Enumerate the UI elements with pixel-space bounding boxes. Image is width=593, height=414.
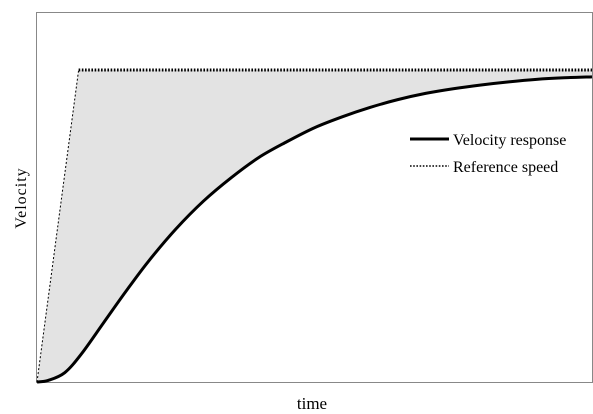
series-line-velocity-response bbox=[36, 75, 593, 384]
y-axis-label: Velocity bbox=[13, 167, 30, 228]
legend: Velocity response Reference speed bbox=[410, 132, 566, 176]
legend-label-reference-speed: Reference speed bbox=[453, 159, 558, 176]
x-axis-label: time bbox=[297, 394, 327, 413]
response-gap-fill bbox=[37, 70, 592, 382]
legend-label-velocity-response: Velocity response bbox=[453, 132, 566, 149]
series-line-reference-ramp bbox=[36, 69, 80, 383]
